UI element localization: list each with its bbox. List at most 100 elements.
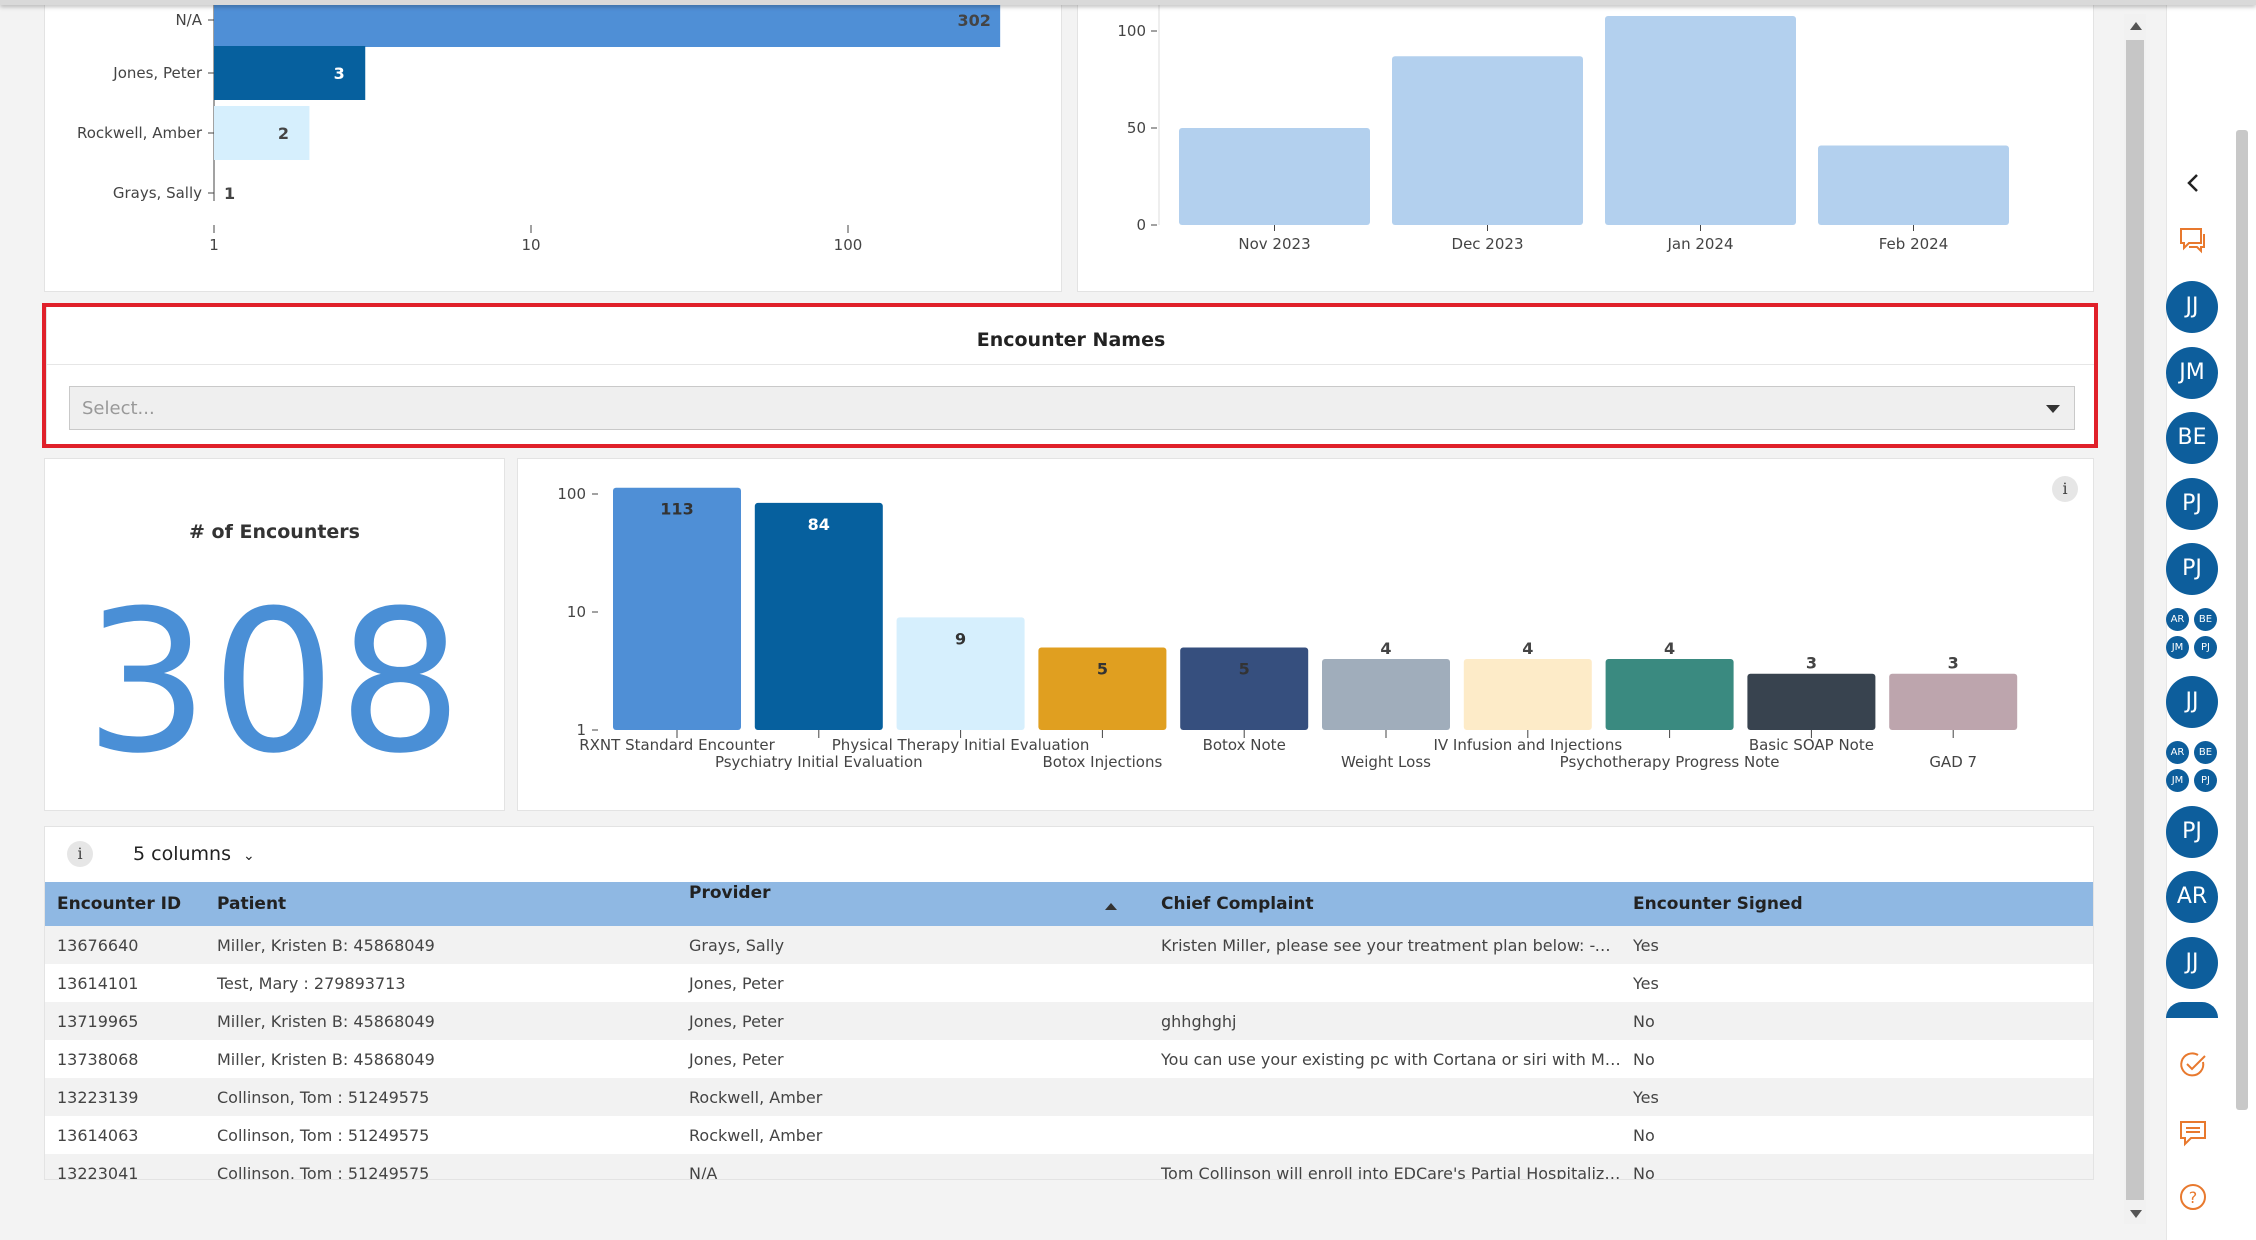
encounter-names-select[interactable]: Select... [69,386,2075,430]
sort-up-icon [1105,903,1117,910]
help-icon[interactable]: ? [2178,1182,2208,1212]
provider-bar[interactable] [214,106,310,160]
user-avatar[interactable]: JM [2166,347,2218,399]
provider-x-tick: 1 [209,236,219,254]
info-icon[interactable]: i [2052,476,2078,502]
group-avatar[interactable]: AR BE JM PJ [2166,608,2218,660]
encounter-type-category-label: IV Infusion and Injections [1433,736,1622,754]
user-avatar[interactable]: AR [2166,871,2218,923]
scroll-up-icon[interactable] [2130,22,2142,30]
svg-text:?: ? [2189,1188,2198,1207]
chevron-down-icon[interactable] [2046,405,2060,413]
table-row[interactable]: 13614063 Collinson, Tom : 51249575 Rockwel… [45,1116,2093,1154]
table-row[interactable]: 13223139 Collinson, Tom : 51249575 Rockwel… [45,1078,2093,1116]
select-placeholder: Select... [82,398,155,419]
check-circle-icon[interactable] [2178,1050,2208,1080]
provider-bar[interactable] [214,0,1001,47]
table-cell: Jones, Peter [677,1040,1149,1078]
table-row[interactable]: 13738068 Miller, Kristen B: 45868049 Jones… [45,1040,2093,1078]
user-avatar[interactable]: BE [2166,412,2218,464]
header-provider[interactable]: Provider [677,882,1149,926]
user-avatar[interactable]: PJ [2166,543,2218,595]
month-category-label: Jan 2024 [1666,235,1733,253]
table-cell: Miller, Kristen B: 45868049 [205,1040,677,1078]
chat-bubbles-icon[interactable] [2178,225,2208,255]
month-bar[interactable] [1179,128,1370,225]
table-cell: Miller, Kristen B: 45868049 [205,926,677,964]
encounter-type-bar[interactable] [1605,658,1734,730]
encounter-count-value: 308 [84,569,465,797]
header-encounter-signed[interactable]: Encounter Signed [1621,882,2093,926]
table-cell: Collinson, Tom : 51249575 [205,1116,677,1154]
table-cell: 13738068 [45,1040,205,1078]
user-avatar[interactable]: JJ [2166,676,2218,728]
user-avatar[interactable]: JJ [2166,281,2218,333]
chevron-left-icon[interactable] [2178,168,2208,198]
encounter-type-value-label: 4 [1522,639,1533,658]
table-cell: 13676640 [45,926,205,964]
group-avatar-member: AR [2166,741,2189,764]
encounter-names-title: Encounter Names [976,329,1166,351]
header-encounter-id[interactable]: Encounter ID [45,882,205,926]
scroll-down-icon[interactable] [2130,1210,2142,1218]
encounter-type-bar[interactable] [613,487,741,730]
encounter-type-category-label: RXNT Standard Encounter [579,736,775,754]
user-avatar[interactable]: PJ [2166,478,2218,530]
table-cell: 13614101 [45,964,205,1002]
table-cell: 13223139 [45,1078,205,1116]
table-row[interactable]: 13614101 Test, Mary : 279893713 Jones, Pet… [45,964,2093,1002]
sidebar-scrollbar-thumb[interactable] [2236,130,2248,1110]
provider-value-label: 302 [957,11,990,30]
provider-bar-chart: N/A 302 Jones, Peter 3 Rockwell, Amber 2 Grays… [77,0,1001,254]
table-cell [1149,964,1621,1002]
encounter-type-category-label: Botox Note [1203,736,1286,754]
encounter-type-value-label: 84 [808,515,830,534]
encounter-type-bar[interactable] [1889,673,2018,730]
table-cell: Test, Mary : 279893713 [205,964,677,1002]
encounter-type-value-label: 4 [1380,639,1391,658]
table-row[interactable]: 13719965 Miller, Kristen B: 45868049 Jones… [45,1002,2093,1040]
table-cell: 13719965 [45,1002,205,1040]
encounter-type-category-label: Weight Loss [1341,753,1431,771]
provider-value-label: 2 [278,124,289,143]
encounter-type-bar[interactable] [1463,658,1592,730]
user-avatar[interactable]: JJ [2166,937,2218,989]
table-row[interactable]: 13676640 Miller, Kristen B: 45868049 Grays… [45,926,2093,964]
group-avatar-member: PJ [2194,636,2217,659]
columns-button[interactable]: 5 columns ⌄ [133,843,255,865]
user-avatar[interactable]: PJ [2166,806,2218,858]
encounter-type-category-label: Physical Therapy Initial Evaluation [832,736,1090,754]
month-bar[interactable] [1392,56,1583,225]
month-bar[interactable] [1605,16,1796,225]
encounter-type-bar[interactable] [1180,647,1309,730]
month-bar[interactable] [1818,145,2009,225]
encounter-type-value-label: 113 [660,500,693,519]
message-icon[interactable] [2178,1118,2208,1148]
columns-button-label: 5 columns [133,843,231,865]
encounter-count-card: # of Encounters 308 [44,458,505,811]
encounter-type-bar[interactable] [1038,647,1167,730]
encounter-type-bar[interactable] [896,617,1025,730]
encounter-type-bar[interactable] [1322,658,1450,730]
table-cell: Rockwell, Amber [677,1116,1149,1154]
user-avatar-partial[interactable] [2166,1002,2218,1018]
header-chief-complaint[interactable]: Chief Complaint [1149,882,1621,926]
month-category-label: Nov 2023 [1238,235,1310,253]
table-cell: Jones, Peter [677,1002,1149,1040]
table-cell: No [1621,1002,2093,1040]
highlight-box [42,303,2098,448]
header-patient[interactable]: Patient [205,882,677,926]
group-avatar-member: BE [2194,741,2217,764]
table-cell: Tom Collinson will enroll into EDCare's … [1149,1154,1621,1179]
table-cell [1149,1116,1621,1154]
main-scrollbar-thumb[interactable] [2126,40,2144,1200]
encounters-table: Encounter ID Patient Provider Chief Comp… [45,882,2093,1179]
encounter-type-bar[interactable] [1747,673,1876,730]
provider-category-label: Grays, Sally [113,184,202,202]
table-row[interactable]: 13223041 Collinson, Tom : 51249575 N/A Tom … [45,1154,2093,1179]
group-avatar[interactable]: AR BE JM PJ [2166,741,2218,793]
month-category-label: Dec 2023 [1452,235,1524,253]
encounter-type-bar[interactable] [754,502,883,730]
provider-bar[interactable] [214,46,366,100]
info-icon[interactable]: i [67,841,93,867]
